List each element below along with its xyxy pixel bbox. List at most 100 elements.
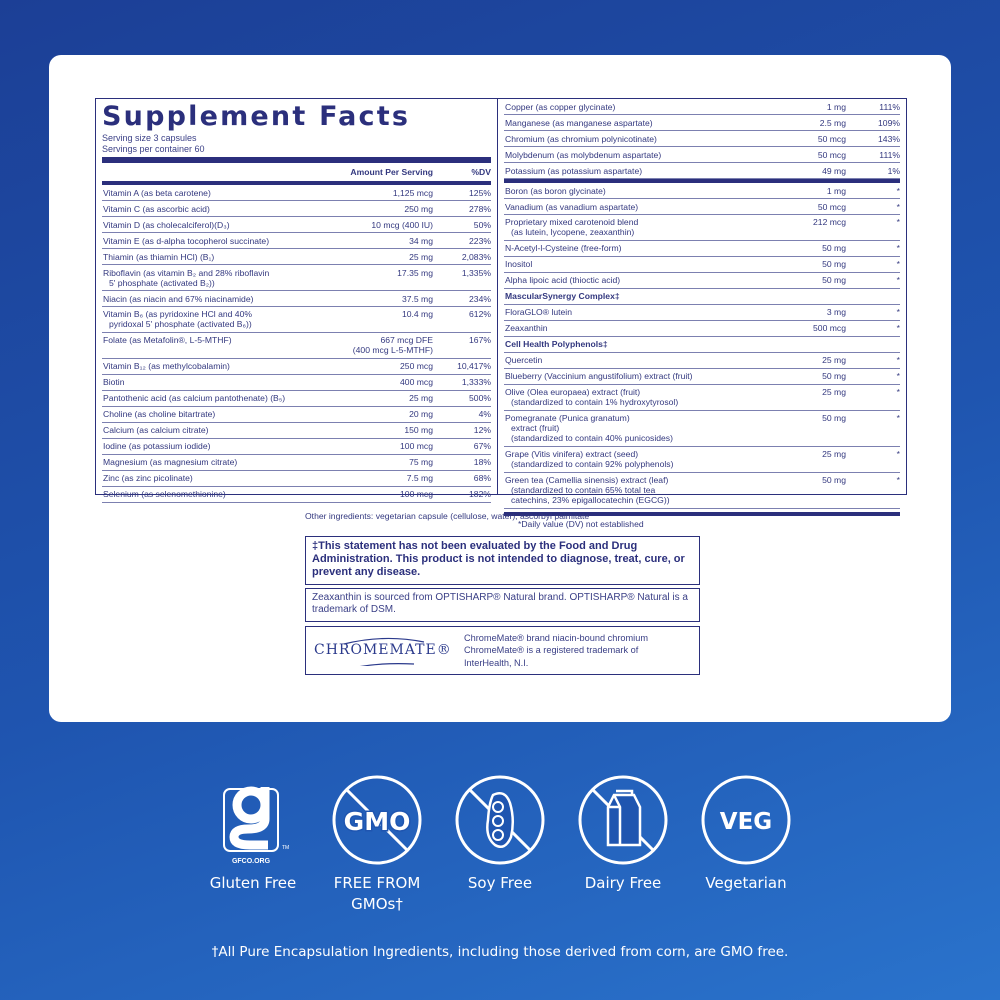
nutrient-name: Manganese (as manganese aspartate): [505, 117, 653, 128]
nutrient-name: Green tea (Camellia sinensis) extract (l…: [505, 475, 670, 506]
nutrient-row: Grape (Vitis vinifera) extract (seed) (st…: [504, 447, 900, 473]
daily-value: 2,083%: [461, 251, 491, 262]
veg-icon: VEG: [701, 775, 791, 865]
nutrient-row: Vitamin B₆ (as pyridoxine HCl and 40% pyr…: [102, 307, 491, 333]
nutrient-name: Selenium (as selenomethionine): [103, 489, 226, 500]
amount: 250 mcg: [400, 361, 433, 372]
daily-value: 1%: [887, 165, 900, 176]
daily-value: 4%: [478, 409, 491, 420]
nutrient-name: Potassium (as potassium aspartate): [505, 165, 643, 176]
daily-value: [854, 291, 900, 301]
nutrient-row: Vitamin D (as cholecalciferol)(D₃) 10 mcg…: [102, 217, 491, 233]
daily-value: 223%: [469, 235, 491, 246]
amount: 150 mg: [404, 425, 433, 436]
nutrient-name: N-Acetyl-l-Cysteine (free-form): [505, 243, 622, 254]
amount: 100 mcg: [400, 441, 433, 452]
nutrient-row: Vitamin B₁₂ (as methylcobalamin) 250 mcg 1…: [102, 359, 491, 375]
nutrient-name: Copper (as copper glycinate): [505, 101, 616, 112]
nutrient-row: Choline (as choline bitartrate) 20 mg 4%: [102, 407, 491, 423]
nutrient-row: FloraGLO® lutein 3 mg *: [504, 305, 900, 321]
nutrient-name: Proprietary mixed carotenoid blend (as lu…: [505, 217, 639, 238]
amount: 37.5 mg: [401, 293, 433, 304]
daily-value: 1,335%: [461, 267, 491, 278]
serving-size: Serving size 3 capsules: [102, 133, 197, 143]
daily-value: 111%: [879, 149, 900, 160]
supplement-facts-left-column: Supplement Facts Serving size 3 capsules…: [96, 99, 498, 503]
nutrient-row: Chromium (as chromium polynicotinate) 50 …: [504, 131, 900, 147]
nutrient-row: Potassium (as potassium aspartate) 49 mg 1…: [504, 163, 900, 179]
amount: 50 mg: [822, 259, 846, 270]
nutrient-row: Vanadium (as vanadium aspartate) 50 mcg *: [504, 199, 900, 215]
daily-value: *: [896, 355, 900, 366]
dv-header: %DV: [471, 167, 491, 177]
daily-value: 1,333%: [461, 377, 491, 388]
badge-label: FREE FROM GMOs†: [333, 874, 421, 913]
nutrient-row: Magnesium (as magnesium citrate) 75 mg 18%: [102, 455, 491, 471]
nutrient-name: FloraGLO® lutein: [505, 307, 572, 318]
nutrient-name: Pomegranate (Punica granatum) extract (fr…: [505, 413, 673, 444]
daily-value: *: [896, 259, 900, 270]
nutrient-name: Pantothenic acid (as calcium pantothenat…: [103, 393, 286, 404]
nutrient-name: Biotin: [103, 377, 125, 388]
chromemate-logo: CHROMEMATE®: [314, 638, 464, 667]
badge-vegetarian: VEG Vegetarian: [686, 775, 806, 894]
amount: 25 mg: [822, 387, 846, 398]
amount: [764, 339, 854, 349]
daily-value: 500%: [469, 393, 491, 404]
fda-disclaimer: ‡This statement has not been evaluated b…: [305, 536, 700, 585]
amount: 75 mg: [409, 457, 433, 468]
daily-value: *: [896, 243, 900, 254]
nutrient-name: Vitamin E (as d-alpha tocopherol succina…: [103, 235, 270, 246]
nutrient-name: Olive (Olea europaea) extract (fruit) (st…: [505, 387, 679, 408]
amount: 7.5 mg: [406, 473, 433, 484]
daily-value: *: [896, 275, 900, 286]
daily-value: *: [896, 387, 900, 398]
nutrient-name: Grape (Vitis vinifera) extract (seed) (st…: [505, 449, 674, 470]
badge-label: Vegetarian: [705, 874, 787, 892]
nutrient-name: Chromium (as chromium polynicotinate): [505, 133, 657, 144]
nutrient-name: Alpha lipoic acid (thioctic acid): [505, 275, 621, 286]
daily-value: 10,417%: [457, 361, 491, 372]
nutrient-name: Folate (as Metafolin®, L-5-MTHF): [103, 335, 232, 346]
amount: 50 mg: [822, 413, 846, 424]
daily-value: 125%: [469, 187, 491, 198]
daily-value: *: [896, 201, 900, 212]
badge-soy-free: Soy Free: [440, 775, 560, 894]
amount: 34 mg: [409, 235, 433, 246]
amount: 1 mg: [826, 101, 846, 112]
badge-gmo-free: GMO FREE FROM GMOs†: [317, 775, 437, 915]
amount: 25 mg: [822, 449, 846, 460]
nutrient-name: Quercetin: [505, 355, 543, 366]
amount: 212 mcg: [813, 217, 846, 228]
daily-value: *: [896, 371, 900, 382]
nutrient-row: Biotin 400 mcg 1,333%: [102, 375, 491, 391]
zeaxanthin-trademark-note: Zeaxanthin is sourced from OPTISHARP® Na…: [305, 588, 700, 622]
nutrient-row: Vitamin E (as d-alpha tocopherol succina…: [102, 233, 491, 249]
nutrient-row: Riboflavin (as vitamin B₂ and 28% ribofl…: [102, 265, 491, 291]
amount: 50 mcg: [817, 133, 846, 144]
chromemate-text: ChromeMate® brand niacin-bound chromium …: [464, 632, 648, 668]
column-header-row: Amount Per Serving %DV: [102, 163, 491, 181]
nutrient-name: Vanadium (as vanadium aspartate): [505, 201, 639, 212]
nutrient-name: Vitamin B₆ (as pyridoxine HCl and 40% pyr…: [103, 309, 252, 330]
daily-value: 50%: [473, 219, 491, 230]
nutrient-name: Vitamin A (as beta carotene): [103, 187, 211, 198]
gmo-footnote: †All Pure Encapsulation Ingredients, inc…: [211, 944, 789, 960]
nutrient-name: Calcium (as calcium citrate): [103, 425, 209, 436]
nutrient-row: Folate (as Metafolin®, L-5-MTHF) 667 mcg …: [102, 333, 491, 359]
daily-value: *: [896, 475, 900, 486]
daily-value: 143%: [878, 133, 900, 144]
daily-value: *: [896, 307, 900, 318]
amount: 2.5 mg: [819, 117, 846, 128]
amount: 50 mg: [822, 475, 846, 486]
svg-text:GMO: GMO: [344, 807, 411, 836]
amount: 49 mg: [822, 165, 846, 176]
section-header-row: Cell Health Polyphenols‡: [504, 337, 900, 353]
divider-bar: [504, 511, 900, 516]
daily-value: *: [896, 323, 900, 334]
nutrient-row: Alpha lipoic acid (thioctic acid) 50 mg *: [504, 273, 900, 289]
no-gmo-icon: GMO: [332, 775, 422, 865]
supplement-facts-right-column: Copper (as copper glycinate) 1 mg 111% Mang…: [498, 99, 906, 529]
nutrient-name: Vitamin B₁₂ (as methylcobalamin): [103, 361, 230, 372]
nutrient-row: Zinc (as zinc picolinate) 7.5 mg 68%: [102, 471, 491, 487]
